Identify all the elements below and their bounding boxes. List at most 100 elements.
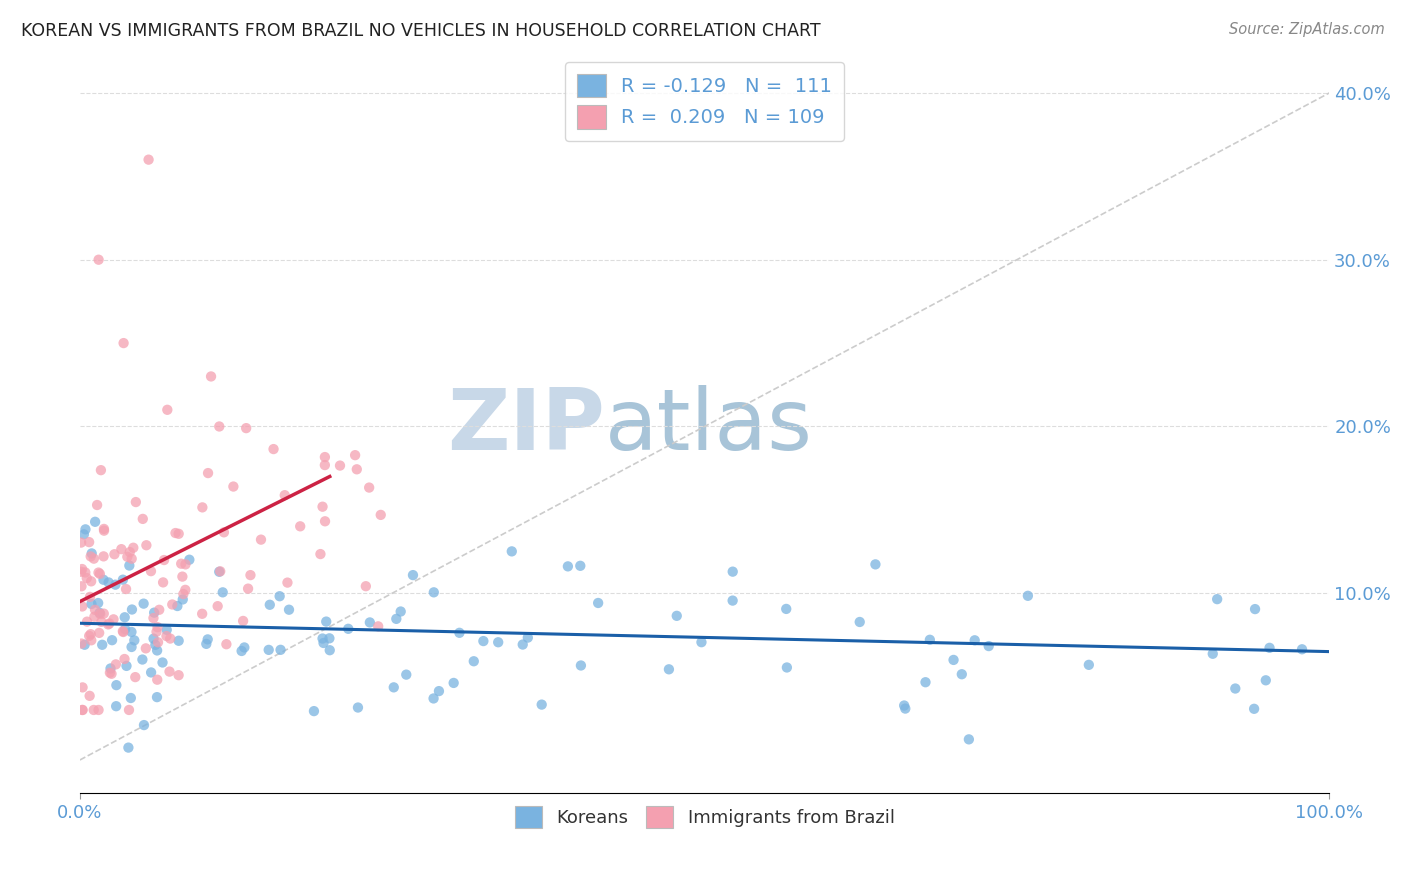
Point xyxy=(79,689,101,703)
Point xyxy=(314,450,336,464)
Point xyxy=(139,564,162,578)
Point xyxy=(75,566,97,580)
Point xyxy=(231,644,253,658)
Point xyxy=(156,623,179,637)
Point xyxy=(131,652,153,666)
Point xyxy=(121,640,143,654)
Point xyxy=(146,620,169,634)
Point xyxy=(117,740,139,755)
Point xyxy=(118,545,141,559)
Point xyxy=(894,701,917,715)
Point xyxy=(159,665,181,679)
Point xyxy=(359,481,381,495)
Point xyxy=(139,665,162,680)
Point xyxy=(775,602,797,616)
Point xyxy=(370,508,392,522)
Point xyxy=(132,597,155,611)
Point xyxy=(110,542,132,557)
Point xyxy=(174,582,197,597)
Point xyxy=(105,678,128,692)
Point xyxy=(76,615,98,629)
Point xyxy=(1077,657,1099,672)
Point xyxy=(118,703,141,717)
Point xyxy=(118,558,141,573)
Point xyxy=(98,616,121,631)
Point xyxy=(1244,602,1267,616)
Point xyxy=(143,638,166,652)
Point xyxy=(114,622,136,636)
Point xyxy=(395,667,418,681)
Point xyxy=(309,547,332,561)
Point xyxy=(172,592,194,607)
Point xyxy=(259,598,281,612)
Point xyxy=(146,690,169,705)
Point xyxy=(111,624,134,639)
Point xyxy=(569,558,592,573)
Point xyxy=(1258,640,1281,655)
Point xyxy=(209,565,232,579)
Point xyxy=(382,681,405,695)
Point xyxy=(174,558,197,572)
Point xyxy=(111,573,134,587)
Text: atlas: atlas xyxy=(605,385,813,468)
Point xyxy=(658,662,681,676)
Point xyxy=(278,603,301,617)
Point xyxy=(232,614,254,628)
Point xyxy=(70,599,93,614)
Point xyxy=(344,448,367,462)
Point xyxy=(135,641,157,656)
Point xyxy=(114,652,136,666)
Point xyxy=(200,369,222,384)
Point xyxy=(346,462,368,476)
Point xyxy=(290,519,312,533)
Point xyxy=(179,552,201,566)
Point xyxy=(1225,681,1247,696)
Point xyxy=(211,585,233,599)
Point xyxy=(120,691,142,706)
Point xyxy=(73,527,96,541)
Point xyxy=(135,538,157,552)
Point xyxy=(89,566,111,581)
Point xyxy=(167,526,190,541)
Point xyxy=(1254,673,1277,688)
Point xyxy=(112,336,135,351)
Point xyxy=(77,535,100,549)
Point xyxy=(167,633,190,648)
Point xyxy=(132,512,155,526)
Point xyxy=(93,573,115,587)
Point xyxy=(311,500,333,514)
Point xyxy=(98,665,121,680)
Point xyxy=(167,668,190,682)
Point xyxy=(103,547,125,561)
Point xyxy=(70,703,93,717)
Point xyxy=(893,698,915,713)
Point xyxy=(152,656,174,670)
Point xyxy=(449,625,471,640)
Point xyxy=(83,703,105,717)
Point xyxy=(586,596,609,610)
Point xyxy=(314,514,336,528)
Point xyxy=(93,524,115,538)
Point xyxy=(155,629,177,643)
Point xyxy=(942,653,965,667)
Point xyxy=(501,544,523,558)
Point xyxy=(114,610,136,624)
Point xyxy=(957,732,980,747)
Point xyxy=(269,589,291,603)
Point xyxy=(138,153,160,167)
Point xyxy=(87,252,110,267)
Point xyxy=(89,606,111,620)
Point xyxy=(153,553,176,567)
Point xyxy=(263,442,285,456)
Point xyxy=(84,515,107,529)
Point xyxy=(389,605,412,619)
Point xyxy=(121,602,143,616)
Point xyxy=(690,635,713,649)
Point xyxy=(72,681,94,695)
Point xyxy=(270,643,292,657)
Point xyxy=(143,606,166,620)
Point xyxy=(100,661,122,675)
Point xyxy=(319,643,342,657)
Point xyxy=(963,633,986,648)
Point xyxy=(977,639,1000,653)
